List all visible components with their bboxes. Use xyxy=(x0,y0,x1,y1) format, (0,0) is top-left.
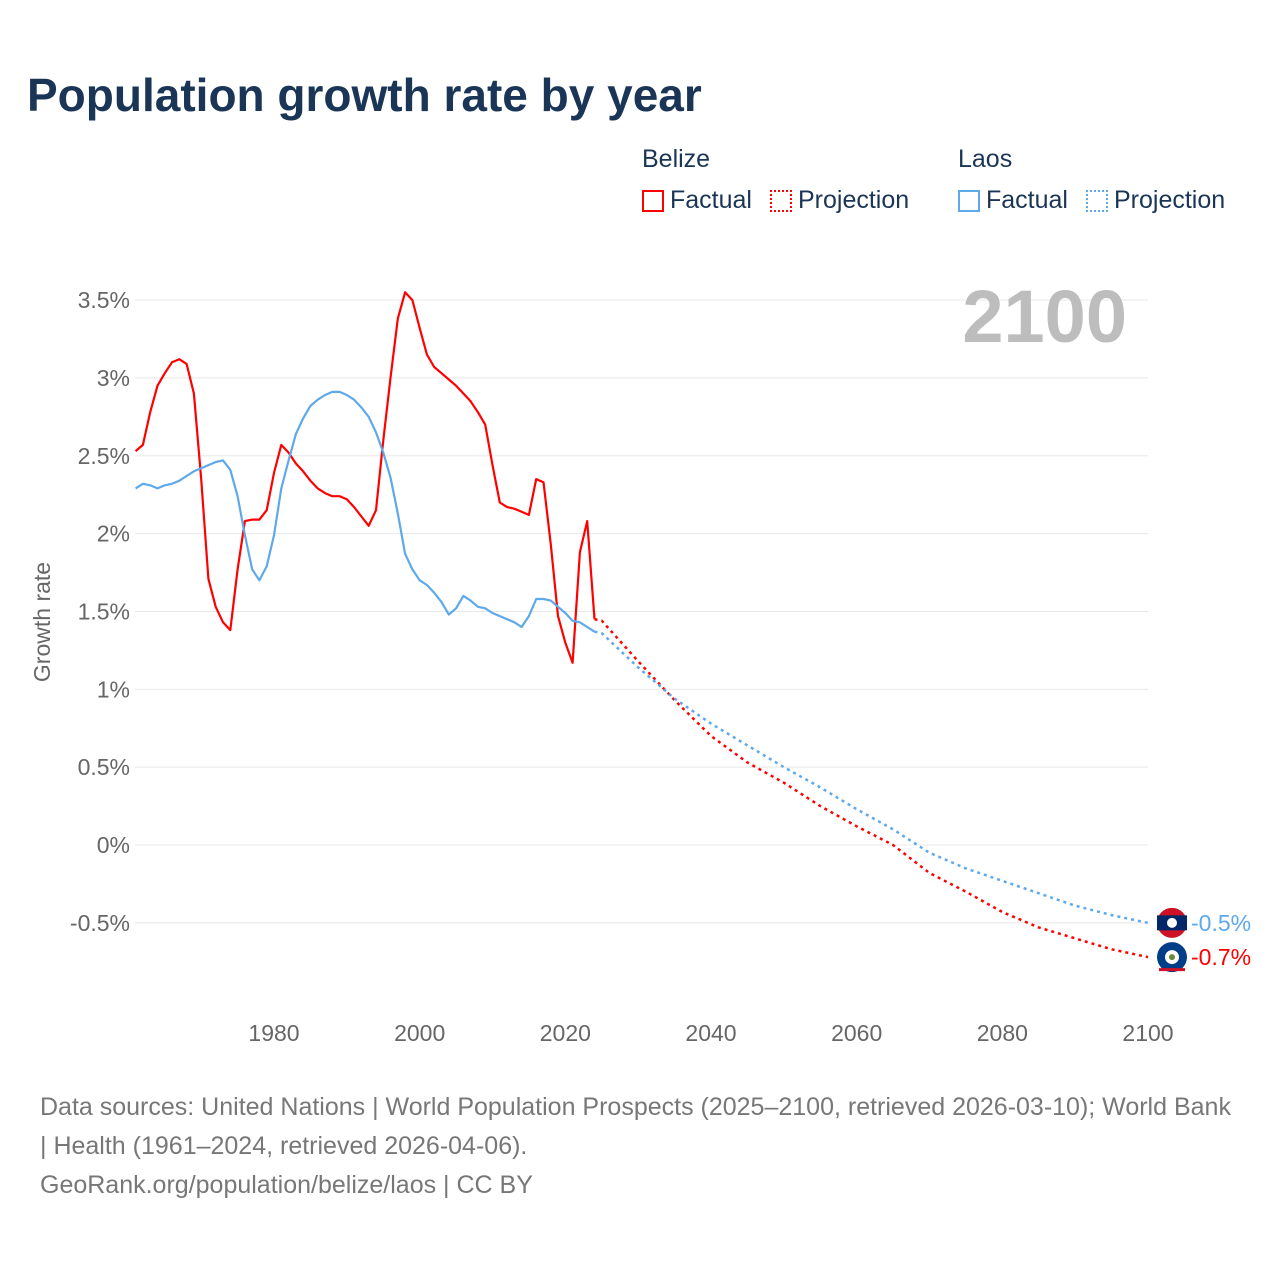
x-tick-label: 2100 xyxy=(1122,1020,1173,1046)
belize-projection-line xyxy=(594,617,1149,959)
y-tick-label: 3.5% xyxy=(78,287,130,313)
laos-factual-line xyxy=(135,390,596,633)
legend-group-name: Belize xyxy=(642,145,711,173)
year-indicator: 2100 xyxy=(962,275,1127,358)
legend-label: Projection xyxy=(797,186,910,214)
solid-swatch-icon xyxy=(642,189,664,212)
dotted-swatch-icon xyxy=(1085,189,1108,212)
credit-link[interactable]: GeoRank.org/population/belize/laos | CC … xyxy=(40,1171,533,1199)
laos-projection-line xyxy=(594,630,1149,925)
y-axis-label: Growth rate xyxy=(29,562,55,682)
belize-flag-icon xyxy=(1157,942,1187,973)
y-tick-label: 1% xyxy=(97,676,130,702)
flag-disc xyxy=(1167,917,1177,928)
legend-belize: Belize Factual Projection xyxy=(642,145,909,215)
y-tick-label: -0.5% xyxy=(70,910,130,936)
legend-belize-factual[interactable]: Factual xyxy=(642,186,752,215)
legend-belize-projection[interactable]: Projection xyxy=(769,186,910,215)
footer: Data sources: United Nations | World Pop… xyxy=(40,1088,1240,1205)
legend-laos-factual[interactable]: Factual xyxy=(958,186,1068,215)
flag-emblem xyxy=(1169,954,1175,961)
x-tick-label: 1980 xyxy=(248,1020,299,1046)
legend-group-name: Laos xyxy=(958,145,1013,173)
legend-laos: Laos Factual Projection xyxy=(958,145,1225,215)
x-tick-label: 2020 xyxy=(540,1020,591,1046)
legend-label: Projection xyxy=(1113,186,1226,214)
y-tick-label: 1.5% xyxy=(78,598,130,624)
dotted-swatch-icon xyxy=(769,189,792,212)
legend-label: Factual xyxy=(670,186,752,214)
belize-factual-line xyxy=(134,291,596,664)
solid-swatch-icon xyxy=(958,189,980,212)
legend-laos-projection[interactable]: Projection xyxy=(1085,186,1226,215)
y-tick-label: 2% xyxy=(97,521,130,547)
x-tick-label: 2060 xyxy=(831,1020,882,1046)
y-tick-label: 3% xyxy=(97,365,130,391)
data-sources: Data sources: United Nations | World Pop… xyxy=(40,1093,1231,1160)
chart-title: Population growth rate by year xyxy=(27,69,702,121)
x-tick-label: 2000 xyxy=(394,1020,445,1046)
y-tick-label: 0% xyxy=(97,832,130,858)
x-tick-label: 2080 xyxy=(977,1020,1028,1046)
flag-stripe xyxy=(1159,968,1185,972)
laos-end-label: -0.5% xyxy=(1191,910,1251,936)
laos-flag-icon xyxy=(1157,907,1187,938)
y-tick-label: 0.5% xyxy=(78,754,130,780)
x-tick-label: 2040 xyxy=(685,1020,736,1046)
y-tick-label: 2.5% xyxy=(78,443,130,469)
belize-end-label: -0.7% xyxy=(1191,944,1251,970)
legend-label: Factual xyxy=(986,186,1068,214)
